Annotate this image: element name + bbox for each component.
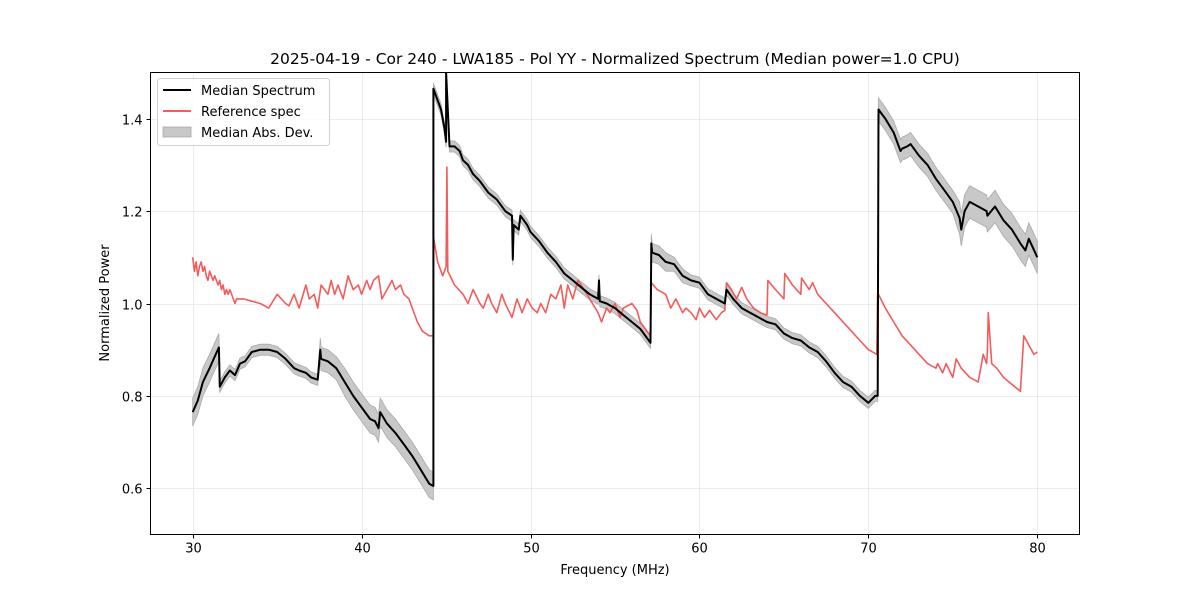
y-tick-label: 1.4 — [122, 114, 143, 129]
y-axis-label: Normalized Power — [98, 244, 113, 362]
legend: Median Spectrum Reference spec Median Ab… — [157, 78, 330, 146]
y-tick-label: 1.0 — [122, 299, 143, 314]
y-tick-label: 1.2 — [122, 206, 143, 221]
x-axis: 30 40 50 60 70 80 — [185, 534, 1046, 557]
chart-title: 2025-04-19 - Cor 240 - LWA185 - Pol YY -… — [270, 50, 960, 68]
legend-mad-swatch — [162, 126, 192, 138]
y-tick-label: 0.6 — [122, 483, 143, 498]
x-tick-label: 40 — [354, 542, 371, 557]
legend-box — [157, 78, 330, 146]
legend-mad-label: Median Abs. Dev. — [201, 126, 313, 141]
x-tick-label: 60 — [691, 542, 708, 557]
legend-median-label: Median Spectrum — [201, 84, 315, 99]
x-tick-label: 70 — [860, 542, 877, 557]
grid — [150, 72, 1080, 535]
y-axis: 0.6 0.8 1.0 1.2 1.4 — [122, 114, 151, 498]
y-tick-label: 0.8 — [122, 391, 143, 406]
legend-reference-label: Reference spec — [201, 105, 301, 120]
x-tick-label: 30 — [185, 542, 202, 557]
median-spectrum-line — [191, 72, 1039, 487]
x-axis-label: Frequency (MHz) — [560, 563, 669, 578]
x-tick-label: 80 — [1029, 542, 1046, 557]
plot-frame — [150, 72, 1080, 535]
x-tick-label: 50 — [523, 542, 540, 557]
series-lines — [191, 72, 1039, 487]
